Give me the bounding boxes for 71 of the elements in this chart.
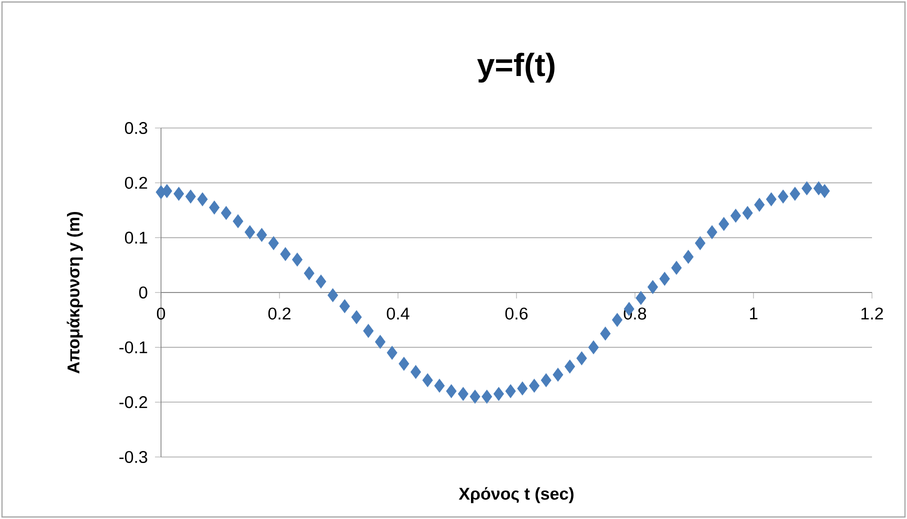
point bbox=[529, 378, 540, 392]
point bbox=[612, 313, 622, 327]
point bbox=[232, 214, 244, 228]
y-tick-label: 0.1 bbox=[124, 232, 148, 244]
point bbox=[778, 190, 788, 204]
point bbox=[386, 346, 398, 360]
point bbox=[162, 184, 172, 198]
point bbox=[718, 217, 730, 231]
point bbox=[220, 206, 232, 220]
y-tick-label: 0 bbox=[139, 286, 148, 299]
x-tick-label: 0.4 bbox=[386, 308, 410, 320]
point bbox=[422, 373, 433, 388]
x-tick-label: 1.2 bbox=[861, 308, 883, 320]
point bbox=[659, 272, 670, 286]
point bbox=[505, 384, 516, 398]
y-tick-label: -0.2 bbox=[119, 396, 148, 408]
point bbox=[671, 261, 682, 275]
point bbox=[517, 382, 528, 396]
point bbox=[588, 340, 599, 354]
point bbox=[552, 368, 564, 382]
point bbox=[694, 236, 706, 250]
x-tick-label: 0.6 bbox=[505, 308, 528, 320]
point bbox=[197, 192, 208, 206]
point bbox=[494, 387, 504, 401]
point bbox=[730, 208, 741, 223]
point bbox=[742, 206, 753, 220]
point bbox=[375, 335, 386, 349]
point bbox=[339, 299, 350, 314]
point bbox=[410, 365, 421, 379]
point bbox=[706, 225, 718, 239]
point bbox=[304, 266, 314, 280]
point bbox=[209, 200, 220, 214]
y-tick-label: 0.2 bbox=[124, 176, 148, 189]
point bbox=[790, 187, 800, 201]
point bbox=[540, 373, 552, 388]
point bbox=[328, 288, 338, 302]
point bbox=[470, 390, 480, 404]
point bbox=[268, 236, 279, 250]
point bbox=[363, 324, 374, 338]
point bbox=[754, 198, 765, 212]
point bbox=[351, 310, 362, 324]
point bbox=[174, 187, 184, 201]
point bbox=[576, 351, 587, 366]
point bbox=[600, 326, 611, 340]
y-tick-label: -0.1 bbox=[119, 341, 148, 354]
y-tick-label: 0.3 bbox=[124, 122, 148, 134]
point bbox=[636, 291, 646, 305]
x-tick-label: 1 bbox=[750, 308, 758, 320]
point bbox=[256, 228, 267, 242]
point bbox=[766, 192, 776, 206]
chart-title: y=f(t) bbox=[477, 52, 554, 83]
x-tick-label: 0.2 bbox=[268, 308, 290, 320]
point bbox=[244, 225, 256, 239]
point bbox=[185, 190, 196, 204]
point bbox=[292, 252, 302, 266]
point bbox=[434, 378, 445, 392]
point bbox=[482, 390, 492, 404]
y-axis-title: Απομάκρυνση y (m) bbox=[66, 212, 83, 374]
point bbox=[802, 182, 812, 196]
point bbox=[458, 387, 468, 401]
point bbox=[316, 274, 326, 288]
point bbox=[683, 250, 694, 264]
point bbox=[648, 280, 658, 294]
x-tick-label: 0 bbox=[156, 308, 166, 320]
point bbox=[564, 360, 576, 374]
point bbox=[819, 184, 830, 198]
y-tick-label: -0.3 bbox=[119, 450, 148, 463]
point bbox=[398, 356, 410, 371]
point bbox=[280, 247, 291, 261]
point bbox=[446, 384, 457, 398]
x-axis-title: Χρόνος t (sec) bbox=[458, 487, 574, 504]
